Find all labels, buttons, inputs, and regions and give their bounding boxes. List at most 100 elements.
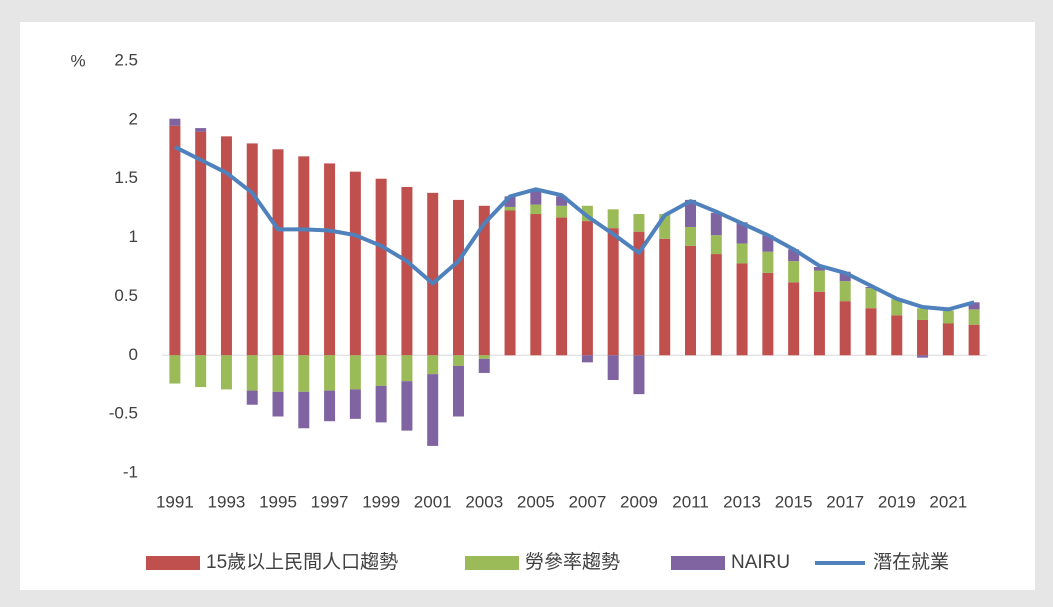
y-tick-label: -0.5 [109,404,138,423]
bar [169,355,181,384]
y-tick-label: 0.5 [114,286,138,305]
bar [788,282,800,356]
bar [478,355,490,359]
bar [736,263,748,356]
bar [607,228,619,356]
legend-swatch [671,556,725,570]
bar [349,389,361,419]
x-tick-label: 1995 [259,492,297,511]
bar [788,261,800,283]
bar [220,355,232,390]
bar [504,210,516,356]
bar [324,355,336,391]
bar [349,355,361,390]
bar [272,149,284,356]
x-tick-label: 2015 [775,492,813,511]
bar [762,251,774,273]
bar [272,391,284,417]
bar [865,288,877,309]
bar [401,381,413,431]
bar [813,267,825,271]
x-tick-label: 2011 [672,492,709,511]
bar [633,214,645,232]
bar [556,196,568,206]
bar [710,254,722,356]
y-tick-label: 0 [129,345,138,364]
bar [788,249,800,262]
bar [246,143,258,356]
bar [942,323,954,356]
bar [813,291,825,356]
bar [839,271,851,282]
bar [581,221,593,356]
bar [710,235,722,255]
x-tick-label: 2005 [517,492,555,511]
bar [246,355,258,391]
bar [246,390,258,405]
bar [427,192,439,356]
bar [917,355,929,358]
bar [349,171,361,356]
bar [813,270,825,292]
bar [659,214,671,239]
legend-label: 15歲以上民間人口趨勢 [206,551,398,573]
bar [556,205,568,218]
bar [401,186,413,356]
x-tick-label: 2009 [620,492,658,511]
bar [530,214,542,356]
bar [298,156,310,356]
bar [581,355,593,363]
bar [736,243,748,264]
legend-swatch [146,556,200,570]
bar [298,355,310,392]
bar [195,355,207,388]
bar [530,204,542,215]
bar [195,128,207,132]
bar [169,125,181,356]
bar [762,235,774,252]
x-tick-label: 1993 [208,492,246,511]
line [173,145,975,312]
legend-label: 勞參率趨勢 [525,551,620,573]
bar [891,315,903,356]
bar [968,309,980,325]
bar [452,355,464,366]
bar [839,281,851,302]
bar [865,308,877,356]
bar [633,355,645,395]
bar [375,385,387,423]
bar [530,190,542,205]
y-tick-label: 1.5 [114,168,138,187]
legend-label: NAIRU [731,552,790,573]
x-tick-label: 1991 [156,492,194,511]
bar [427,355,439,375]
bar [685,226,697,246]
bar [607,209,619,229]
bar [968,302,980,310]
bar [375,355,387,386]
bar [324,163,336,356]
bar [504,196,516,207]
y-tick-label: 1 [129,227,138,246]
bar [685,199,697,227]
bar [298,391,310,429]
x-tick-label: 2019 [878,492,916,511]
bar [633,231,645,356]
bar [452,199,464,356]
bar [736,222,748,244]
x-tick-label: 2013 [723,492,761,511]
bar [891,298,903,316]
bar [685,245,697,356]
bar [917,319,929,356]
y-tick-label: 2.5 [114,50,138,69]
x-tick-label: 2021 [929,492,967,511]
bar [762,272,774,356]
x-tick-label: 2007 [568,492,606,511]
y-tick-label: 2 [129,109,138,128]
bar [272,355,284,392]
bar [169,118,181,126]
bar [710,212,722,236]
legend-label: 潛在就業 [873,551,949,573]
